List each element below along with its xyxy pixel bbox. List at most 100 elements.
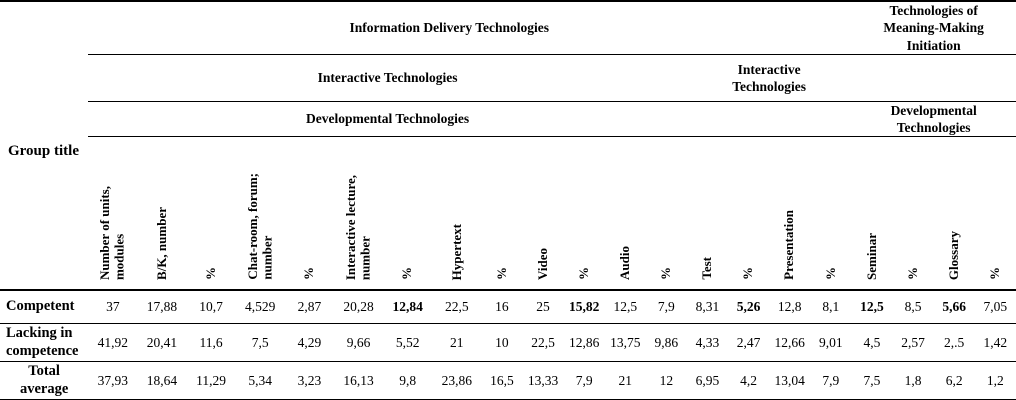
column-header: Chat-room, forum; number xyxy=(235,136,285,291)
table-cell: 22,5 xyxy=(522,323,564,363)
table-cell: 22,5 xyxy=(432,289,482,325)
table-cell: 13,75 xyxy=(604,323,646,363)
table-cell: 12,8 xyxy=(769,289,811,325)
table-cell: 17,88 xyxy=(137,289,187,325)
header-row-2: Interactive Technologies Interactive Tec… xyxy=(0,54,1016,102)
column-header: B/K, number xyxy=(137,136,187,291)
table-cell: 37 xyxy=(88,289,138,325)
column-header: Seminar xyxy=(851,136,893,291)
table-cell: 9,66 xyxy=(333,323,384,363)
table-cell: 2,.5 xyxy=(933,323,975,363)
table-cell: 5,34 xyxy=(235,361,285,400)
table-cell: 16,5 xyxy=(481,361,523,400)
table-cell: 37,93 xyxy=(88,361,138,400)
table-cell: 20,41 xyxy=(137,323,187,363)
table-cell: 4,33 xyxy=(686,323,729,363)
column-header-row: Group title Number of units, modules B/K… xyxy=(0,136,1016,291)
header-empty-cell xyxy=(851,54,1016,102)
table-cell: 12 xyxy=(645,361,687,400)
table-cell: 16 xyxy=(481,289,523,325)
column-header: Number of units, modules xyxy=(88,136,138,291)
table-cell: 4,2 xyxy=(728,361,770,400)
table-cell: 12,5 xyxy=(604,289,646,325)
table-cell: 15,82 xyxy=(563,289,605,325)
table-cell: 11,6 xyxy=(186,323,236,363)
table-cell: 13,04 xyxy=(769,361,811,400)
table-cell: 21 xyxy=(604,361,646,400)
row-label: Competent xyxy=(0,289,89,325)
table-cell: 41,92 xyxy=(88,323,138,363)
table-cell: 4,29 xyxy=(284,323,334,363)
table-cell: 8,1 xyxy=(810,289,852,325)
column-header: % xyxy=(563,136,605,291)
table-cell: 4,529 xyxy=(235,289,285,325)
table-cell: 12,66 xyxy=(769,323,811,363)
column-header: % xyxy=(810,136,852,291)
table-cell: 9,01 xyxy=(810,323,852,363)
header-interactive-left: Interactive Technologies xyxy=(88,54,687,102)
table-cell: 13,33 xyxy=(522,361,564,400)
table-cell: 16,13 xyxy=(333,361,384,400)
column-header: Test xyxy=(686,136,729,291)
table-cell: 4,5 xyxy=(851,323,893,363)
table-row-total-average: Total average 37,93 18,64 11,29 5,34 3,2… xyxy=(0,361,1016,400)
header-spacer xyxy=(0,54,88,101)
header-spacer xyxy=(0,101,88,137)
table-row-lacking: Lacking in competence 41,92 20,41 11,6 7… xyxy=(0,323,1016,363)
header-empty-cell xyxy=(686,101,852,138)
table-cell: 18,64 xyxy=(137,361,187,400)
table-cell: 2,47 xyxy=(728,323,770,363)
header-developmental-right: Developmental Technologies xyxy=(851,101,1016,138)
table-cell: 7,5 xyxy=(235,323,285,363)
table-cell: 1,2 xyxy=(974,361,1016,400)
table-cell: 7,5 xyxy=(851,361,893,400)
table-cell: 2,57 xyxy=(892,323,934,363)
table-cell: 10,7 xyxy=(186,289,236,325)
header-empty-cell xyxy=(810,1,852,55)
table-cell: 3,23 xyxy=(284,361,334,400)
table-cell: 20,28 xyxy=(333,289,384,325)
column-header: % xyxy=(383,136,433,291)
table-cell: 7,9 xyxy=(563,361,605,400)
column-header: % xyxy=(974,136,1016,291)
table-cell: 9,86 xyxy=(645,323,687,363)
table-cell: 10 xyxy=(481,323,523,363)
column-header: Video xyxy=(522,136,564,291)
table-cell: 11,29 xyxy=(186,361,236,400)
table-cell: 8,31 xyxy=(686,289,729,325)
table-cell: 6,95 xyxy=(686,361,729,400)
table-cell: 1,8 xyxy=(892,361,934,400)
table-cell: 7,05 xyxy=(974,289,1016,325)
table-cell: 5,52 xyxy=(383,323,433,363)
table-cell: 12,5 xyxy=(851,289,893,325)
table-cell: 6,2 xyxy=(933,361,975,400)
column-header: % xyxy=(645,136,687,291)
table-row-competent: Competent 37 17,88 10,7 4,529 2,87 20,28… xyxy=(0,289,1016,325)
table-cell: 7,9 xyxy=(645,289,687,325)
column-header: Hypertext xyxy=(432,136,482,291)
table-cell: 23,86 xyxy=(432,361,482,400)
column-header: Presentation xyxy=(769,136,811,291)
header-spacer xyxy=(0,1,88,54)
table-cell: 9,8 xyxy=(383,361,433,400)
column-header: % xyxy=(481,136,523,291)
column-header: % xyxy=(728,136,770,291)
header-meaning-making: Technologies of Meaning-Making Initiatio… xyxy=(851,1,1016,55)
header-developmental-left: Developmental Technologies xyxy=(88,101,687,138)
column-header: Interactive lecture, number xyxy=(333,136,384,291)
table-cell: 2,87 xyxy=(284,289,334,325)
table-cell: 21 xyxy=(432,323,482,363)
table-cell: 8,5 xyxy=(892,289,934,325)
header-interactive-right: Interactive Technologies xyxy=(686,54,852,102)
table-cell: 5,66 xyxy=(933,289,975,325)
column-header: % xyxy=(284,136,334,291)
table-cell: 1,42 xyxy=(974,323,1016,363)
row-label: Lacking in competence xyxy=(0,323,89,363)
table-cell: 25 xyxy=(522,289,564,325)
header-information-delivery: Information Delivery Technologies xyxy=(88,1,811,55)
table-cell: 7,9 xyxy=(810,361,852,400)
column-header: Glossary xyxy=(933,136,975,291)
column-header: Audio xyxy=(604,136,646,291)
